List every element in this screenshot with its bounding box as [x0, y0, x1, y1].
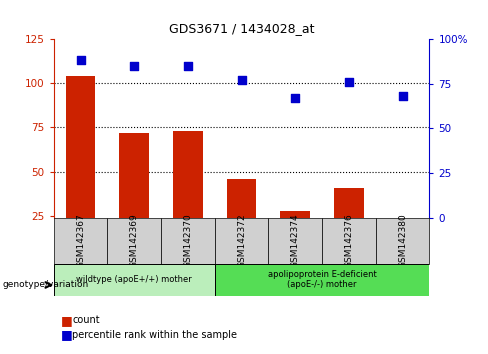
Text: ■: ■: [61, 314, 73, 327]
Text: wildtype (apoE+/+) mother: wildtype (apoE+/+) mother: [76, 275, 192, 284]
Bar: [66, 76, 95, 218]
FancyBboxPatch shape: [54, 218, 107, 264]
Text: ■: ■: [61, 328, 73, 341]
FancyBboxPatch shape: [54, 264, 215, 296]
Point: [238, 77, 245, 83]
Point: [184, 63, 192, 69]
Text: percentile rank within the sample: percentile rank within the sample: [72, 330, 237, 339]
Point: [399, 93, 407, 99]
Text: count: count: [72, 315, 100, 325]
Point: [345, 79, 353, 85]
Bar: [334, 188, 364, 218]
FancyBboxPatch shape: [322, 218, 376, 264]
Bar: [281, 211, 310, 218]
FancyBboxPatch shape: [215, 264, 429, 296]
FancyBboxPatch shape: [107, 218, 161, 264]
FancyBboxPatch shape: [161, 218, 215, 264]
FancyBboxPatch shape: [268, 218, 322, 264]
Point: [77, 58, 84, 63]
Bar: [120, 133, 149, 218]
Text: apolipoprotein E-deficient
(apoE-/-) mother: apolipoprotein E-deficient (apoE-/-) mot…: [268, 270, 376, 289]
Text: GSM142367: GSM142367: [76, 213, 85, 268]
Text: GSM142374: GSM142374: [291, 213, 300, 268]
Text: GSM142380: GSM142380: [398, 213, 407, 268]
FancyBboxPatch shape: [215, 218, 268, 264]
Text: genotype/variation: genotype/variation: [2, 280, 89, 290]
Bar: [227, 179, 256, 218]
FancyBboxPatch shape: [376, 218, 429, 264]
Text: GSM142370: GSM142370: [183, 213, 192, 268]
Text: GSM142376: GSM142376: [345, 213, 353, 268]
Point: [291, 95, 299, 101]
Bar: [173, 131, 203, 218]
Title: GDS3671 / 1434028_at: GDS3671 / 1434028_at: [169, 22, 314, 35]
Text: GSM142372: GSM142372: [237, 213, 246, 268]
Text: GSM142369: GSM142369: [130, 213, 139, 268]
Point: [130, 63, 138, 69]
